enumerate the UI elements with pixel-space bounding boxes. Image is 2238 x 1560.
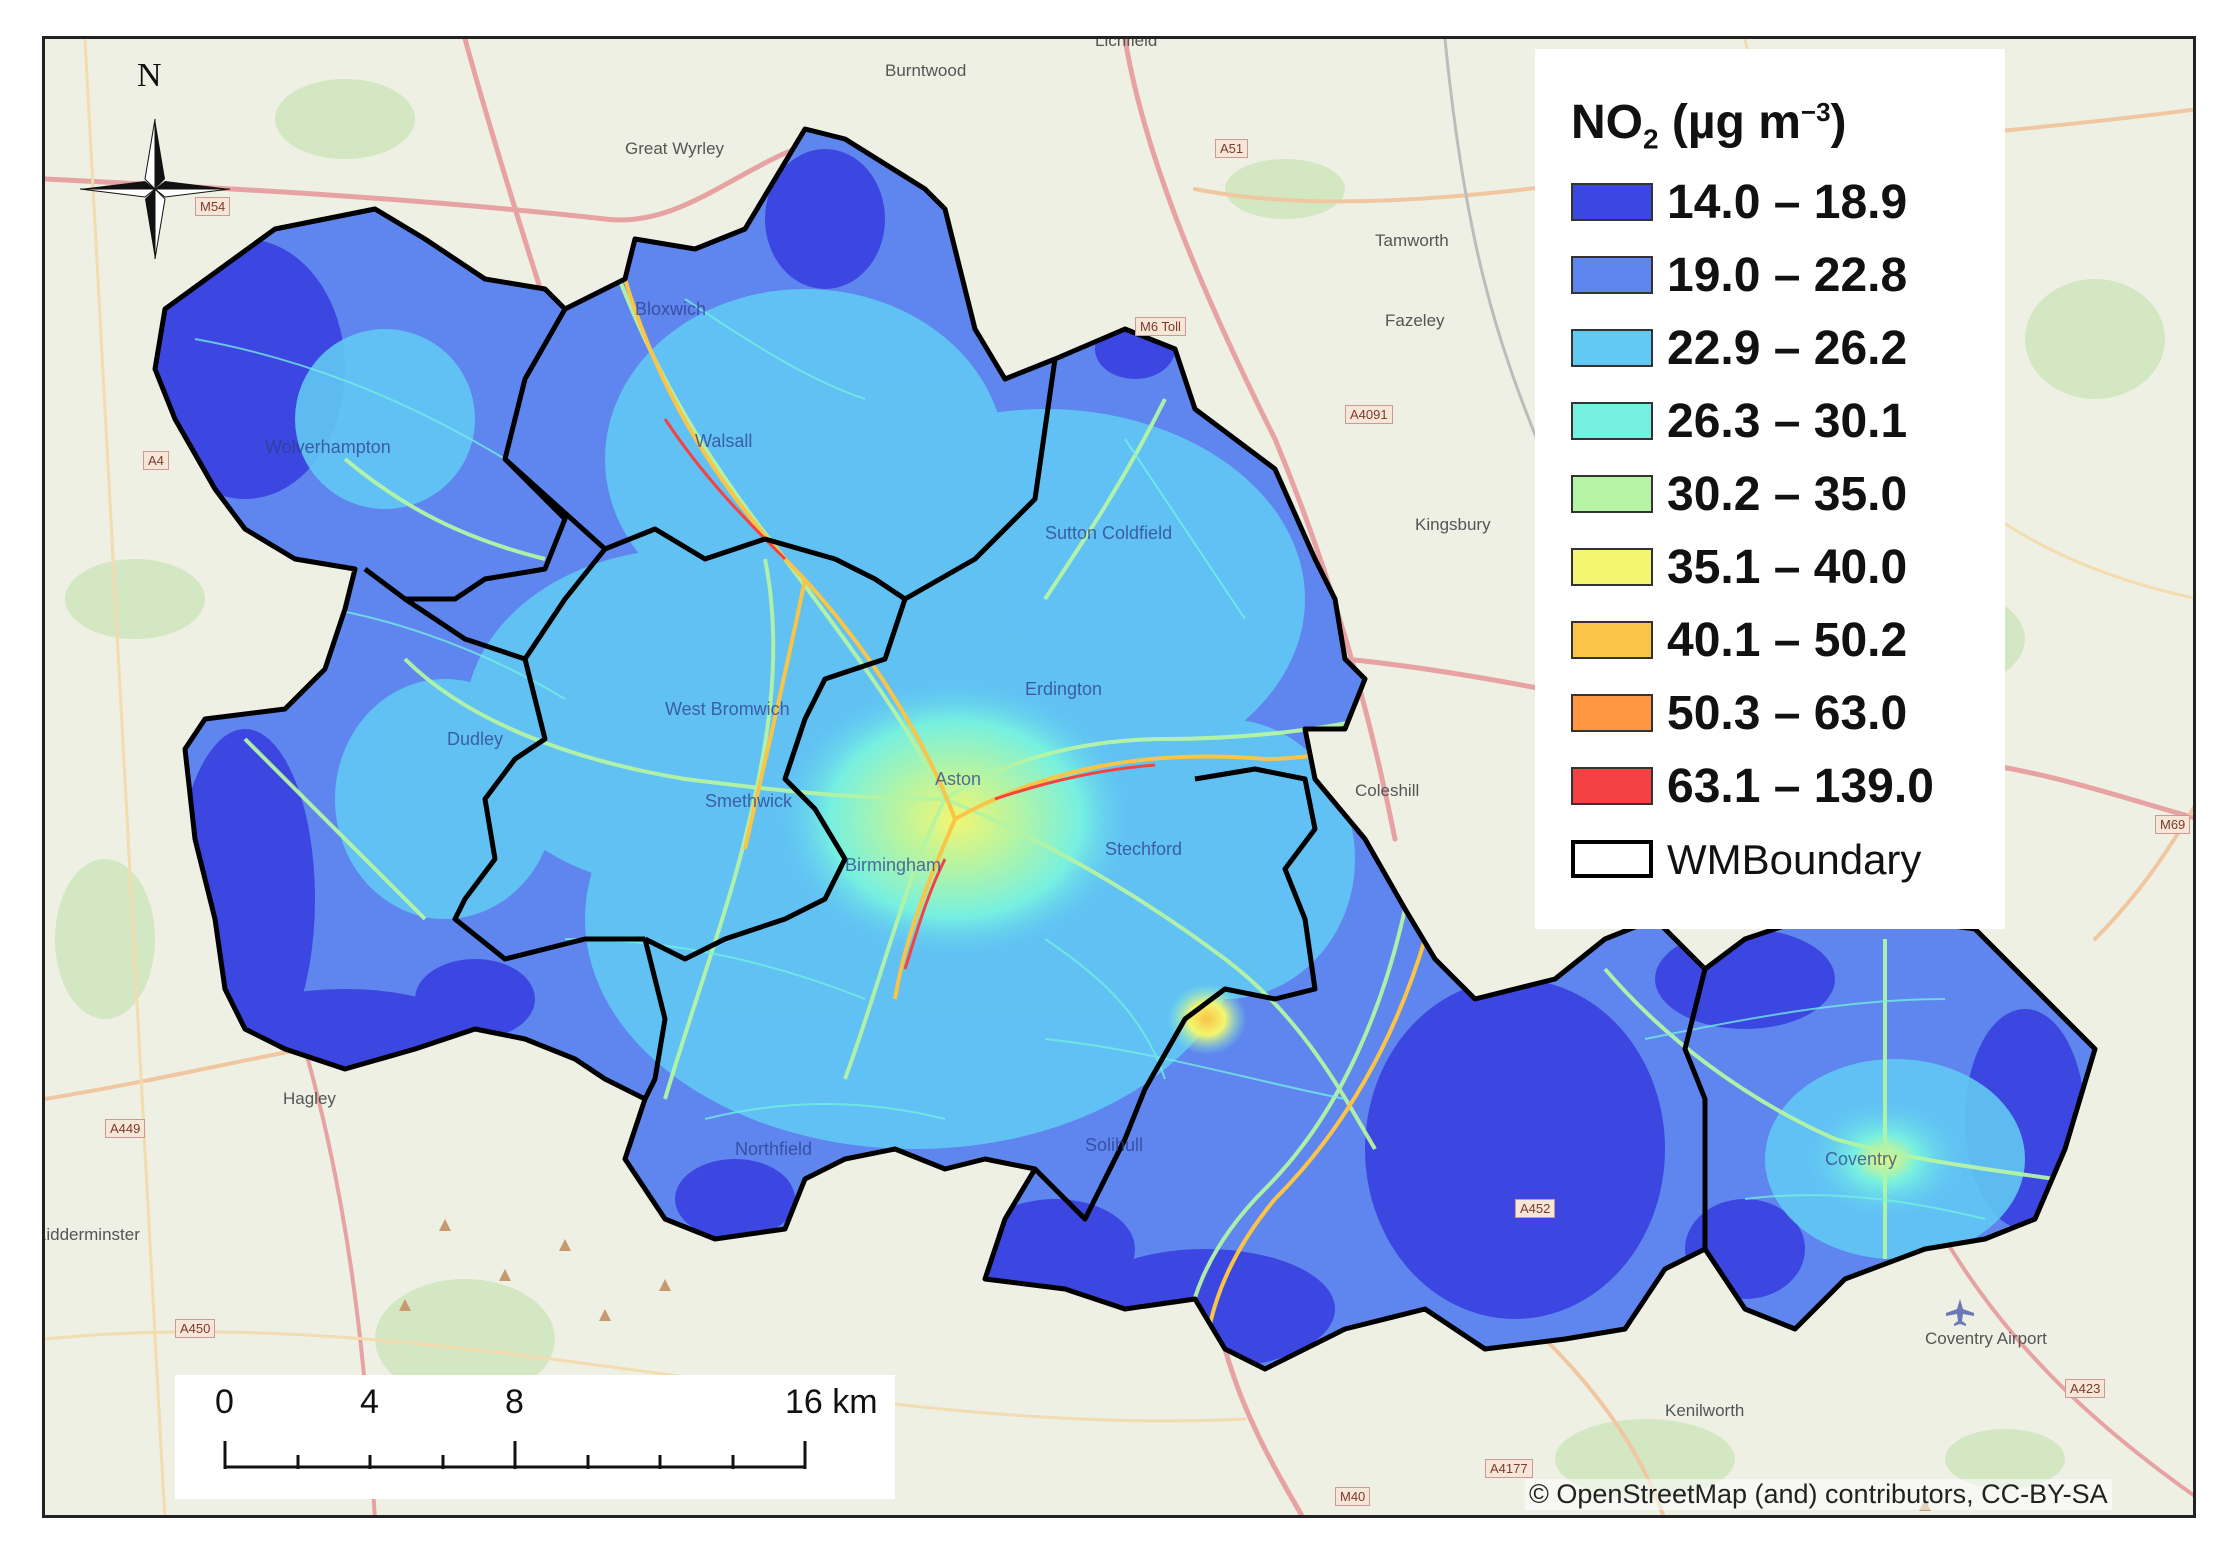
basemap-place-label: Coleshill bbox=[1355, 781, 1420, 800]
basemap-place-label: Kidderminster bbox=[42, 1225, 140, 1244]
road-label: M6 Toll bbox=[1135, 317, 1186, 336]
overlay-place-label: Walsall bbox=[695, 431, 753, 451]
overlay-place-label: Northfield bbox=[735, 1139, 813, 1159]
basemap-place-label: Great Wyrley bbox=[625, 139, 725, 158]
legend-label: 14.0 – 18.9 bbox=[1667, 176, 1908, 229]
road-label: A4 bbox=[143, 451, 169, 470]
north-arrow-icon bbox=[79, 118, 231, 260]
legend-swatch bbox=[1571, 694, 1653, 732]
scale-bar: 0 4 8 16 km bbox=[175, 1375, 895, 1499]
legend-swatch bbox=[1571, 621, 1653, 659]
legend-swatch bbox=[1571, 767, 1653, 805]
legend-swatch bbox=[1571, 548, 1653, 586]
road-label: A423 bbox=[2065, 1379, 2106, 1398]
legend-label: 40.1 – 50.2 bbox=[1667, 614, 1908, 667]
legend-swatch bbox=[1571, 256, 1653, 294]
overlay-place-label: Bloxwich bbox=[635, 299, 707, 319]
road-label: M69 bbox=[2155, 815, 2191, 834]
basemap-place-label: Kingsbury bbox=[1415, 515, 1491, 534]
road-label: A449 bbox=[105, 1119, 146, 1138]
legend-swatch-boundary bbox=[1571, 840, 1653, 878]
overlay-place-label: Erdington bbox=[1025, 679, 1103, 699]
map-frame[interactable]: Burntwood Lichfield Great Wyrley Tamworth Fa… bbox=[42, 36, 2196, 1518]
legend-label: 26.3 – 30.1 bbox=[1667, 395, 1908, 448]
basemap-place-label: Hagley bbox=[283, 1089, 336, 1108]
scale-label: 8 bbox=[505, 1383, 524, 1421]
road-label: M40 bbox=[1335, 1487, 1371, 1506]
airport-icon bbox=[1946, 1299, 1974, 1326]
legend-label: 35.1 – 40.0 bbox=[1667, 541, 1908, 594]
scale-label: 4 bbox=[360, 1383, 379, 1421]
road-label: A4177 bbox=[1485, 1459, 1533, 1478]
overlay-place-label: Dudley bbox=[447, 729, 504, 749]
legend-label-boundary: WMBoundary bbox=[1667, 836, 1922, 883]
road-label: M54 bbox=[195, 197, 231, 216]
overlay-place-label: Wolverhampton bbox=[265, 437, 391, 457]
basemap-place-label: Fazeley bbox=[1385, 311, 1445, 330]
north-label: N bbox=[137, 57, 162, 94]
overlay-place-label: Birmingham bbox=[845, 855, 942, 875]
legend-title: NO2 (µg m−3) bbox=[1571, 96, 1847, 155]
legend-label: 22.9 – 26.2 bbox=[1667, 322, 1908, 375]
legend-label: 19.0 – 22.8 bbox=[1667, 249, 1908, 302]
legend-label: 50.3 – 63.0 bbox=[1667, 687, 1908, 740]
basemap-place-label: Lichfield bbox=[1095, 36, 1158, 50]
scale-label: 16 km bbox=[785, 1383, 878, 1421]
overlay-place-label: Aston bbox=[935, 769, 982, 789]
scale-label: 0 bbox=[215, 1383, 234, 1421]
legend-swatch bbox=[1571, 475, 1653, 513]
overlay-place-label: West Bromwich bbox=[665, 699, 790, 719]
legend: NO2 (µg m−3) 14.0 – 18.9 19.0 – 22.8 22.… bbox=[1535, 49, 2005, 929]
basemap-contour-markers bbox=[399, 1219, 1931, 1511]
legend-swatch bbox=[1571, 329, 1653, 367]
basemap-place-label: Kenilworth bbox=[1665, 1401, 1745, 1420]
basemap-place-label: Coventry Airport bbox=[1925, 1329, 2047, 1348]
overlay-place-label: Sutton Coldfield bbox=[1045, 523, 1173, 543]
legend-label: 63.1 – 139.0 bbox=[1667, 760, 1934, 813]
overlay-place-label: Stechford bbox=[1105, 839, 1183, 859]
legend-label: 30.2 – 35.0 bbox=[1667, 468, 1908, 521]
overlay-place-label: Smethwick bbox=[705, 791, 793, 811]
road-label: A4091 bbox=[1345, 405, 1393, 424]
road-label: A450 bbox=[175, 1319, 216, 1338]
basemap-place-label: Burntwood bbox=[885, 61, 967, 80]
overlay-place-label: Solihull bbox=[1085, 1135, 1144, 1155]
map-attribution[interactable]: © OpenStreetMap (and) contributors, CC-B… bbox=[1525, 1479, 2112, 1510]
overlay-place-label: Coventry bbox=[1825, 1149, 1898, 1169]
legend-swatch bbox=[1571, 402, 1653, 440]
road-label: A452 bbox=[1515, 1199, 1556, 1218]
basemap-place-label: Tamworth bbox=[1375, 231, 1449, 250]
district-boundaries bbox=[152, 126, 2098, 1372]
scale-bar-graphic bbox=[223, 1441, 807, 1469]
legend-swatch bbox=[1571, 183, 1653, 221]
road-label: A51 bbox=[1215, 139, 1249, 158]
